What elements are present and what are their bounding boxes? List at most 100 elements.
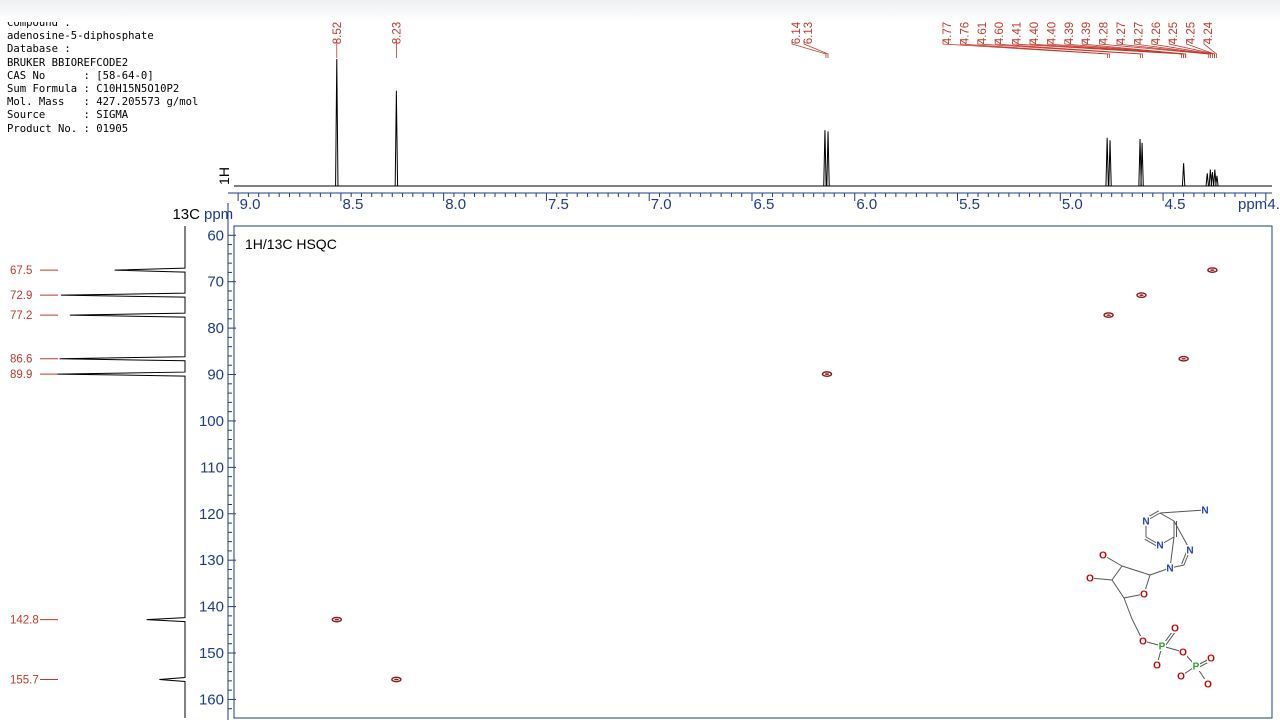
proton-peak-label: 4.61: [977, 22, 989, 44]
plot-area: [233, 225, 1273, 719]
y-nucleus-label: 13C: [172, 206, 200, 223]
carbon-peak-label: 142.8: [10, 615, 39, 627]
atom-label: N: [1201, 506, 1208, 517]
proton-peak-labels: 8.52 8.23 6.14 6.13 4.77 4.76 4.61 4.60 4.41 4.40…: [332, 21, 1217, 58]
proton-peak-label: 4.39: [1081, 22, 1093, 44]
atom-label: O: [1086, 574, 1094, 585]
x-nucleus-label: 1H: [216, 167, 232, 185]
proton-peak-label: 4.76: [959, 22, 971, 44]
proton-peak-label: 4.41: [1012, 22, 1024, 44]
y-tick-label: 90: [207, 367, 224, 384]
proton-peak: [1213, 169, 1217, 187]
x-tick-label: 7.5: [548, 196, 569, 213]
cross-peak-core: [1181, 357, 1186, 360]
y-tick-label: 110: [200, 459, 224, 476]
compound-info: Compound : adenosine-5-diphosphate Databas…: [7, 17, 198, 136]
y-tick-label: 80: [207, 320, 224, 337]
atom-bg: [1186, 545, 1194, 555]
atom-label: P: [1193, 662, 1200, 673]
carbon-peak-label: 72.9: [10, 290, 32, 302]
y-tick-label: 150: [199, 645, 224, 662]
cross-peak: [331, 616, 342, 623]
label-leader: [960, 40, 1111, 58]
atom-label: O: [1207, 654, 1215, 665]
carbon-peak-label: 67.5: [10, 265, 32, 277]
atom-label: N: [1156, 541, 1163, 552]
atom-label: O: [1140, 590, 1148, 601]
atom-label: O: [1171, 624, 1179, 635]
x-tick-label: 5.5: [959, 196, 980, 213]
label-leader: [977, 40, 1141, 58]
atom-label: O: [1204, 680, 1212, 691]
proton-peak: [335, 58, 339, 187]
label-leader: [1151, 40, 1213, 58]
chart-title: 1H/13C HSQC: [245, 236, 337, 252]
atom-bg: [1204, 679, 1212, 689]
y-axis: 60 70 80 90 100 110 120 130 140 150 160 13C ppm: [172, 203, 236, 720]
y-tick-label: 100: [199, 413, 224, 430]
atom-label: O: [1177, 672, 1185, 683]
proton-peak: [1208, 169, 1213, 187]
label-leader: [1012, 40, 1182, 58]
label-leader: [994, 40, 1143, 58]
atom-bg: [1201, 505, 1209, 515]
proton-peak-label: 4.24: [1203, 21, 1215, 44]
label-leader: [791, 40, 827, 58]
bond: [1111, 579, 1125, 599]
proton-peak-label: 4.27: [1133, 22, 1145, 44]
cross-peak: [1207, 267, 1218, 273]
info-line: Database :: [7, 43, 71, 56]
bond: [1169, 536, 1175, 569]
bond: [1159, 509, 1206, 514]
proton-peak-label: 4.77: [942, 22, 954, 44]
cross-peak: [1178, 355, 1189, 362]
info-line: Sum Formula : C10H15N5O10P2: [7, 83, 180, 96]
atom-label: O: [1139, 637, 1147, 648]
atom-bg: [1142, 516, 1150, 526]
label-leader: [1047, 40, 1185, 58]
cross-peaks: [331, 267, 1218, 683]
proton-peak-label: 6.14: [791, 21, 803, 44]
atom-bg: [1171, 623, 1179, 633]
atom-bg: [1177, 671, 1185, 681]
label-leader: [803, 40, 829, 58]
atom-label: O: [1153, 661, 1161, 672]
x-axis: 9.0 8.5 8.0 7.5 7.0 6.5 6.0 5.5 5.0 4.5 4.0ppm 1H: [216, 167, 1280, 213]
atom-label: N: [1186, 546, 1193, 557]
info-line: BRUKER BBIOREFCODE2: [7, 56, 129, 69]
atom-bg: [1207, 653, 1215, 663]
proton-peak-label: 8.52: [332, 22, 344, 44]
info-line: adenosine-5-diphosphate: [7, 30, 154, 43]
y-tick-label: 70: [207, 274, 224, 291]
label-leader: [1081, 40, 1187, 58]
info-line: CAS No : [58-64-0]: [7, 69, 154, 82]
proton-peak: [1140, 142, 1144, 187]
proton-peak: [1108, 140, 1112, 187]
cross-peak: [821, 371, 833, 377]
carbon-spectrum: 67.5 72.9 77.2 86.6 89.9 142.8 155.7: [10, 226, 186, 718]
x-tick-label: 4.0: [1267, 196, 1280, 213]
proton-peak-label: 4.25: [1186, 22, 1198, 44]
atom-label: O: [1179, 648, 1187, 659]
proton-peak-label: 4.26: [1151, 22, 1163, 44]
y-tick-label: 140: [199, 599, 224, 616]
proton-peak: [394, 90, 399, 187]
y-tick-label: 120: [199, 506, 224, 523]
cross-peak-core: [1139, 294, 1144, 296]
x-tick-label: 8.0: [445, 196, 466, 213]
atom-label: N: [1142, 517, 1149, 528]
cross-peak-core: [1106, 314, 1111, 316]
x-tick-label: 5.0: [1062, 196, 1083, 213]
atom-bg: [1192, 661, 1200, 671]
atom-bg: [1153, 660, 1161, 670]
carbon-peak-label: 77.2: [10, 310, 32, 322]
info-line: Source : SIGMA: [7, 109, 129, 122]
atom-bg: [1140, 589, 1148, 599]
y-tick-label: 160: [199, 691, 224, 708]
proton-peak-label: 4.27: [1116, 22, 1128, 44]
proton-peak: [1215, 175, 1219, 187]
y-tick-label: 130: [199, 552, 224, 569]
carbon-trace: [56, 226, 186, 718]
